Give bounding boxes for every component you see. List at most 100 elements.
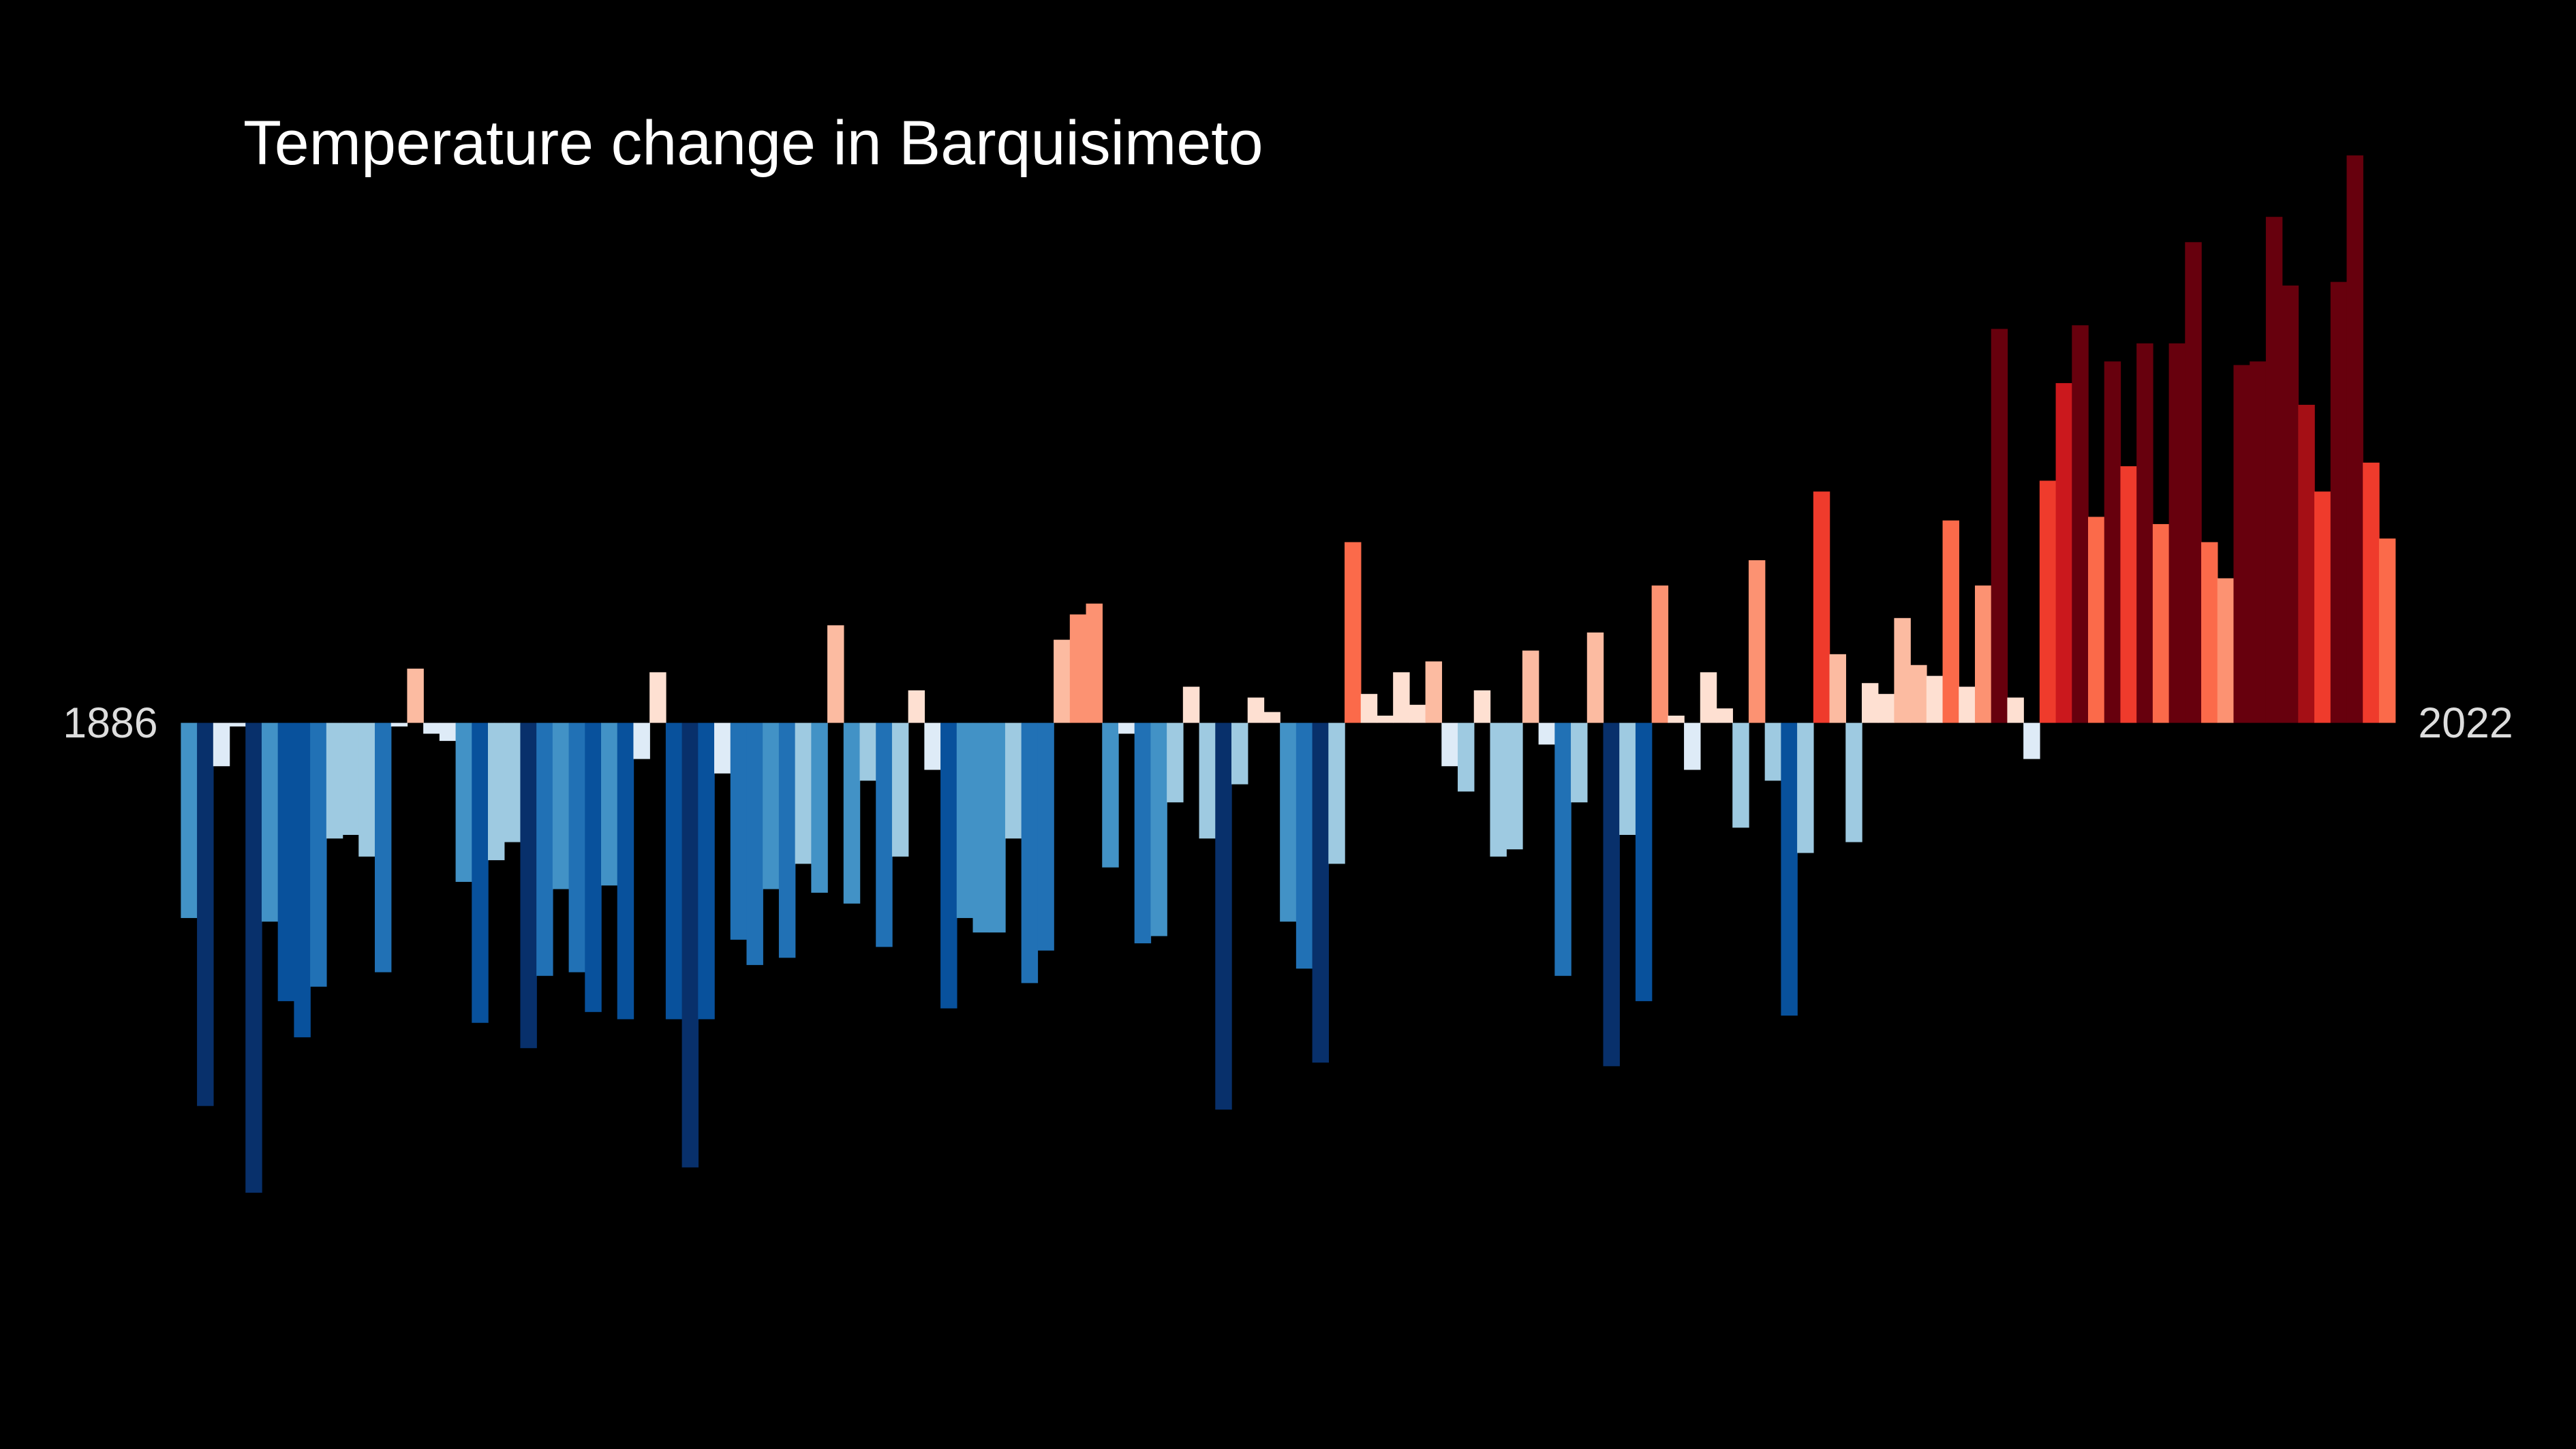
bar: [908, 690, 925, 723]
bar: [1054, 639, 1071, 723]
bar: [2265, 217, 2283, 723]
bar: [1991, 329, 2008, 723]
bar: [374, 722, 392, 973]
bar: [778, 722, 796, 958]
bar: [342, 722, 359, 835]
bar: [2104, 361, 2121, 723]
bar: [326, 722, 343, 839]
bar: [1086, 603, 1103, 723]
bar: [1441, 722, 1458, 767]
chart-title: Temperature change in Barquisimeto: [243, 108, 1263, 178]
bar: [2233, 365, 2250, 723]
bar: [1797, 722, 1814, 853]
bar: [601, 722, 618, 886]
bar: [1959, 686, 1976, 723]
bar: [1360, 694, 1378, 723]
bar: [472, 722, 489, 1023]
x-tick-label: 1886: [63, 699, 157, 747]
bar: [1894, 617, 1911, 723]
bar: [1280, 722, 1297, 922]
bar: [940, 722, 957, 1009]
bar: [2330, 281, 2348, 723]
bar: [1748, 560, 1766, 723]
bar: [1522, 650, 1539, 723]
bar: [859, 722, 876, 781]
bar: [1700, 672, 1717, 723]
bar: [213, 722, 230, 767]
bar: [1684, 722, 1701, 770]
bar: [2250, 361, 2267, 723]
bar: [2136, 343, 2153, 723]
bar: [1345, 542, 1362, 723]
bar: [568, 722, 586, 973]
bar: [2363, 462, 2380, 723]
bar: [2088, 517, 2105, 723]
bar: [2201, 542, 2218, 723]
bar: [1586, 632, 1604, 723]
bar: [407, 669, 424, 723]
bar: [1102, 722, 1119, 868]
bar: [1377, 715, 1394, 723]
bar: [1021, 722, 1039, 983]
bar: [730, 722, 748, 940]
bar: [585, 722, 602, 1012]
bar: [310, 722, 327, 987]
bar: [261, 722, 279, 922]
bar: [1069, 614, 1087, 723]
bar: [617, 722, 634, 1020]
bar: [972, 722, 990, 933]
bar: [1732, 722, 1749, 828]
bar: [1490, 722, 1507, 857]
bar: [827, 625, 844, 723]
bar: [2152, 523, 2170, 723]
bar: [1861, 683, 1879, 723]
bar: [197, 722, 214, 1106]
bar: [2055, 383, 2073, 723]
bar: [1571, 722, 1588, 803]
bar: [1409, 705, 1426, 723]
bar: [487, 722, 505, 861]
bar: [358, 722, 375, 857]
bar: [2314, 491, 2331, 723]
bar: [245, 722, 262, 1193]
bar: [1538, 722, 1556, 745]
bar: [2298, 404, 2315, 723]
bar: [229, 722, 246, 727]
bar: [2039, 481, 2057, 723]
bar: [1926, 675, 1944, 723]
bar: [1619, 722, 1636, 835]
bar: [1716, 708, 1733, 723]
bar: [665, 722, 683, 1020]
bar: [1118, 722, 1135, 734]
bar: [989, 722, 1006, 933]
bar: [1942, 520, 1959, 723]
bar: [1150, 722, 1167, 936]
bar: [1328, 722, 1345, 864]
bar: [811, 722, 828, 893]
bar: [1635, 722, 1653, 1001]
bar: [520, 722, 537, 1048]
bar: [1458, 722, 1475, 792]
bar: [714, 722, 731, 774]
x-tick-label: 2022: [2418, 699, 2513, 747]
bar: [552, 722, 570, 889]
bar: [876, 722, 893, 947]
bar: [1182, 686, 1200, 723]
bar: [1393, 672, 1410, 723]
bar: [2120, 466, 2137, 723]
bar: [1134, 722, 1152, 944]
bar: [1974, 585, 1992, 723]
bar: [1506, 722, 1523, 850]
bar: [633, 722, 650, 759]
bar: [1263, 712, 1281, 723]
bar: [1813, 491, 1830, 723]
bar: [1295, 722, 1313, 969]
bar: [2072, 325, 2089, 723]
bar: [2378, 538, 2396, 723]
bar: [956, 722, 974, 918]
bar: [1037, 722, 1054, 951]
bar: [1215, 722, 1232, 1110]
bar: [2217, 578, 2235, 723]
